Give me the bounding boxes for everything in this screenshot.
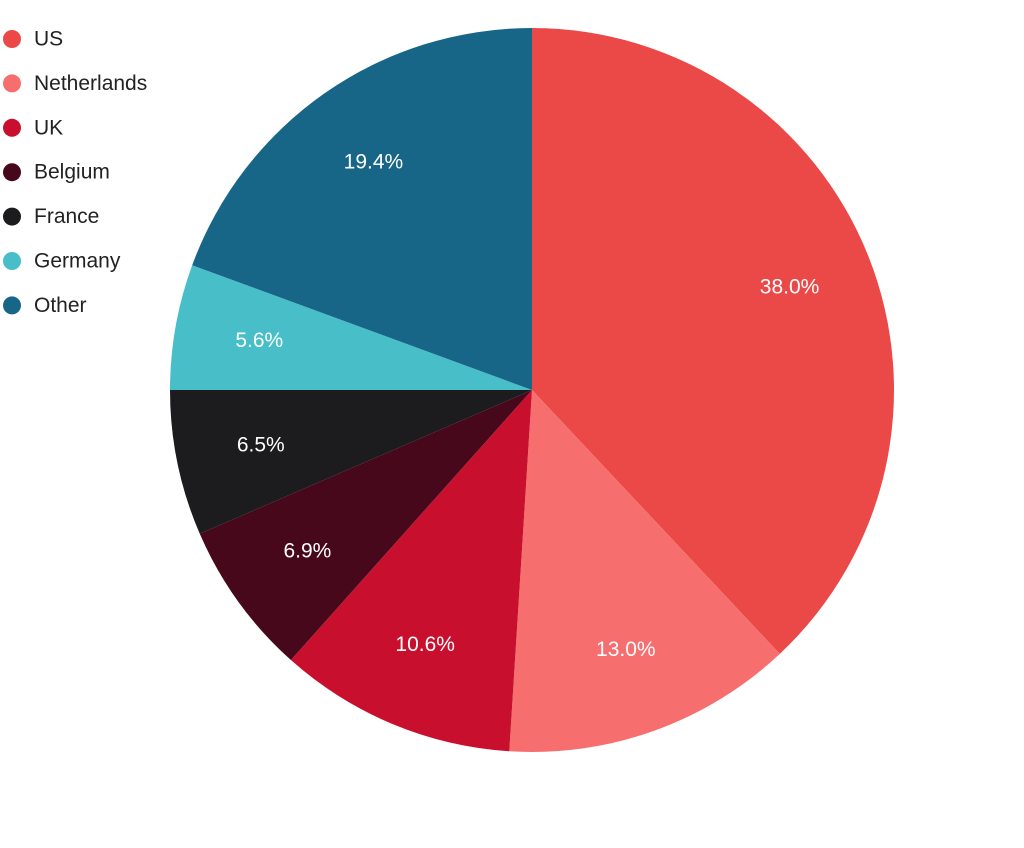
legend-label: France <box>34 205 99 228</box>
legend-label: UK <box>34 116 63 139</box>
value-label: 5.6% <box>235 329 283 352</box>
legend-marker <box>3 30 21 48</box>
legend-marker <box>3 163 21 182</box>
legend-marker <box>3 74 21 93</box>
legend-marker <box>3 296 21 315</box>
value-label: 6.5% <box>237 434 285 457</box>
legend-marker <box>3 252 21 270</box>
pie-slice <box>170 265 532 390</box>
pie-slice <box>509 390 780 753</box>
legend-label: Belgium <box>34 161 110 184</box>
legend-label: Netherlands <box>34 72 147 95</box>
legend-label: Germany <box>34 250 121 273</box>
pie-slice <box>532 28 895 654</box>
pie-slice <box>199 390 532 661</box>
legend-marker <box>3 207 21 226</box>
legend-label: Other <box>34 294 87 317</box>
pie-slice <box>170 390 532 534</box>
value-label: 38.0% <box>760 276 820 299</box>
pie-slice <box>192 28 532 390</box>
value-label: 10.6% <box>395 633 455 656</box>
pie-slice <box>290 390 532 752</box>
legend-label: US <box>34 28 63 51</box>
value-label: 6.9% <box>283 540 331 563</box>
legend-marker <box>3 118 21 137</box>
value-label: 13.0% <box>596 638 656 661</box>
value-label: 19.4% <box>344 150 404 173</box>
